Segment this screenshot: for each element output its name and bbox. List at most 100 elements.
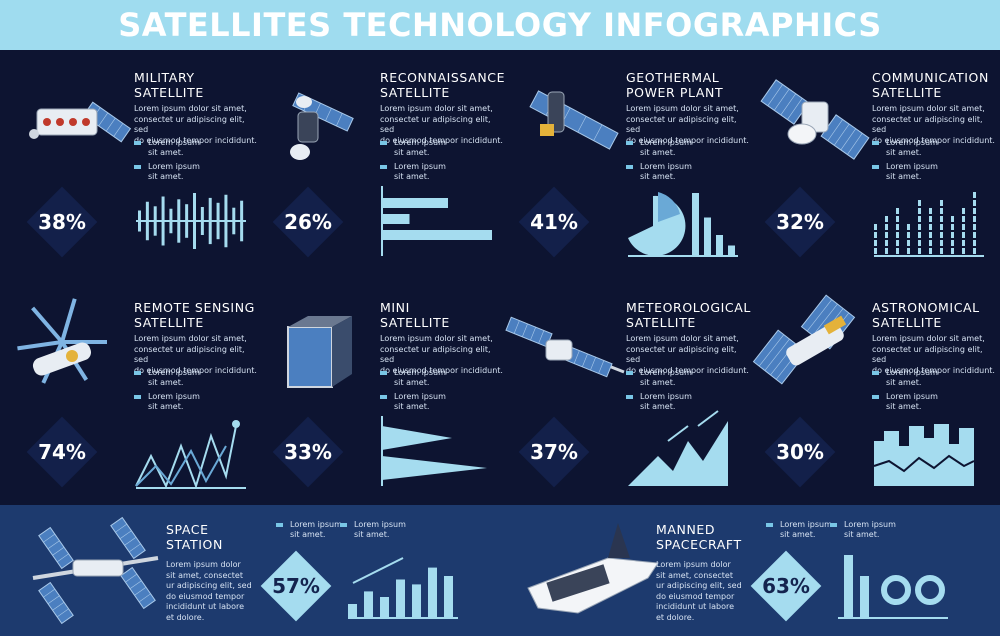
chart-bar-segment xyxy=(918,240,921,246)
satellite-description: Lorem ipsum dolor sit amet, consectet ur … xyxy=(872,104,995,145)
chart-bar-segment xyxy=(907,224,910,230)
chart-bar xyxy=(860,576,869,618)
chart-bar-segment xyxy=(885,224,888,230)
satellite-title: ASTRONOMICAL SATELLITE xyxy=(872,300,980,330)
chart-area xyxy=(874,424,974,486)
chart-triangle xyxy=(382,456,487,480)
chart-bar-segment xyxy=(951,240,954,246)
chart-bar-segment xyxy=(929,216,932,222)
satellite-tile: RECONNAISSANCE SATELLITE Lorem ipsum dolor… xyxy=(258,62,506,282)
chart-bar xyxy=(348,604,357,618)
chart-ring xyxy=(915,575,945,605)
chart-bar-segment xyxy=(874,232,877,238)
page-title: SATELLITES TECHNOLOGY INFOGRAPHICS xyxy=(118,6,882,44)
chart-bar xyxy=(364,591,373,618)
bullet-item: Lorem ipsum sit amet. xyxy=(872,368,938,388)
chart-bar-segment xyxy=(907,240,910,246)
chart-bar-segment xyxy=(896,208,899,214)
geothermal-satellite-icon xyxy=(529,90,619,150)
percent-value: 37% xyxy=(530,440,578,464)
chart-bar xyxy=(692,193,699,256)
chart-bar xyxy=(716,235,723,256)
percent-value: 41% xyxy=(530,210,578,234)
bullet-item: Lorem ipsum sit amet. xyxy=(830,520,896,540)
chart-bar-segment xyxy=(918,208,921,214)
chart-bar-segment xyxy=(962,224,965,230)
bullet-item: Lorem ipsum sit amet. xyxy=(626,368,692,388)
chart-bar xyxy=(380,597,389,618)
bullet-item: Lorem ipsum sit amet. xyxy=(626,162,692,182)
chart-bar-segment xyxy=(929,248,932,254)
percent-badge: 33% xyxy=(272,416,344,488)
satellite-description: Lorem ipsum dolor sit amet, consectet ur … xyxy=(380,104,503,145)
percent-value: 38% xyxy=(38,210,86,234)
chart-bar-segment xyxy=(907,248,910,254)
satellite-title: MILITARY SATELLITE xyxy=(134,70,204,100)
bottom-description: Lorem ipsum dolor sit amet, consectet ur a… xyxy=(656,560,742,622)
chart-bar-segment xyxy=(885,248,888,254)
chart-bar-segment xyxy=(885,216,888,222)
chart-bar-segment xyxy=(962,216,965,222)
chart-triangle xyxy=(382,426,452,450)
chart-bar-segment xyxy=(896,216,899,222)
satellite-tile: COMMUNICATION SATELLITE Lorem ipsum dolor … xyxy=(750,62,996,282)
chart-bar xyxy=(444,576,453,618)
chart-bar-segment xyxy=(918,248,921,254)
military-satellite-icon xyxy=(29,101,132,143)
mini-chart xyxy=(348,557,458,619)
bottom-tile: SPACE STATION Lorem ipsum dolor sit amet, c… xyxy=(20,512,490,632)
mini-chart xyxy=(135,420,246,490)
chart-bar-segment xyxy=(973,216,976,222)
chart-bar-segment xyxy=(874,240,877,246)
bullet-item: Lorem ipsum sit amet. xyxy=(340,520,406,540)
chart-bar-segment xyxy=(962,240,965,246)
percent-value: 33% xyxy=(284,440,332,464)
bullet-item: Lorem ipsum sit amet. xyxy=(626,392,692,412)
header-banner: SATELLITES TECHNOLOGY INFOGRAPHICS xyxy=(0,0,1000,50)
satellite-description: Lorem ipsum dolor sit amet, consectet ur … xyxy=(872,334,995,375)
chart-bar-segment xyxy=(918,216,921,222)
chart-bar xyxy=(728,245,735,256)
chart-bar-segment xyxy=(951,224,954,230)
bullet-item: Lorem ipsum sit amet. xyxy=(872,138,938,158)
chart-pie-slice xyxy=(658,192,680,222)
mini-chart xyxy=(628,192,738,257)
mini-chart xyxy=(838,555,948,619)
percent-badge: 74% xyxy=(26,416,98,488)
bullet-item: Lorem ipsum sit amet. xyxy=(380,162,446,182)
chart-ring xyxy=(881,575,911,605)
chart-bar-segment xyxy=(940,208,943,214)
satellite-title: METEOROLOGICAL SATELLITE xyxy=(626,300,751,330)
chart-bar-segment xyxy=(940,248,943,254)
satellite-tile: MINI SATELLITE Lorem ipsum dolor sit amet,… xyxy=(258,292,504,512)
chart-bar-segment xyxy=(929,224,932,230)
chart-hbar xyxy=(382,214,410,224)
chart-hbar xyxy=(382,198,448,208)
satellite-title: MINI SATELLITE xyxy=(380,300,450,330)
chart-bar-segment xyxy=(973,200,976,206)
chart-bar-segment xyxy=(918,200,921,206)
percent-badge: 57% xyxy=(260,550,332,622)
chart-bar-segment xyxy=(973,232,976,238)
percent-badge: 30% xyxy=(764,416,836,488)
satellite-tile: MILITARY SATELLITE Lorem ipsum dolor sit a… xyxy=(12,62,258,282)
satellite-description: Lorem ipsum dolor sit amet, consectet ur … xyxy=(134,104,257,145)
bullet-item: Lorem ipsum sit amet. xyxy=(134,138,200,158)
bullet-item: Lorem ipsum sit amet. xyxy=(872,162,938,182)
satellite-title: COMMUNICATION SATELLITE xyxy=(872,70,989,100)
mini-chart xyxy=(873,424,975,486)
bullet-item: Lorem ipsum sit amet. xyxy=(134,162,200,182)
chart-bar-segment xyxy=(907,232,910,238)
mini-chart xyxy=(136,193,246,249)
satellite-title: REMOTE SENSING SATELLITE xyxy=(134,300,255,330)
chart-bar-segment xyxy=(874,248,877,254)
chart-hbar xyxy=(382,230,492,240)
satellite-title: RECONNAISSANCE SATELLITE xyxy=(380,70,506,100)
chart-area xyxy=(628,421,728,486)
chart-bar-segment xyxy=(973,192,976,198)
chart-bar xyxy=(396,579,405,618)
chart-bar-segment xyxy=(973,240,976,246)
communication-satellite-icon xyxy=(760,79,870,160)
chart-line xyxy=(135,445,227,487)
